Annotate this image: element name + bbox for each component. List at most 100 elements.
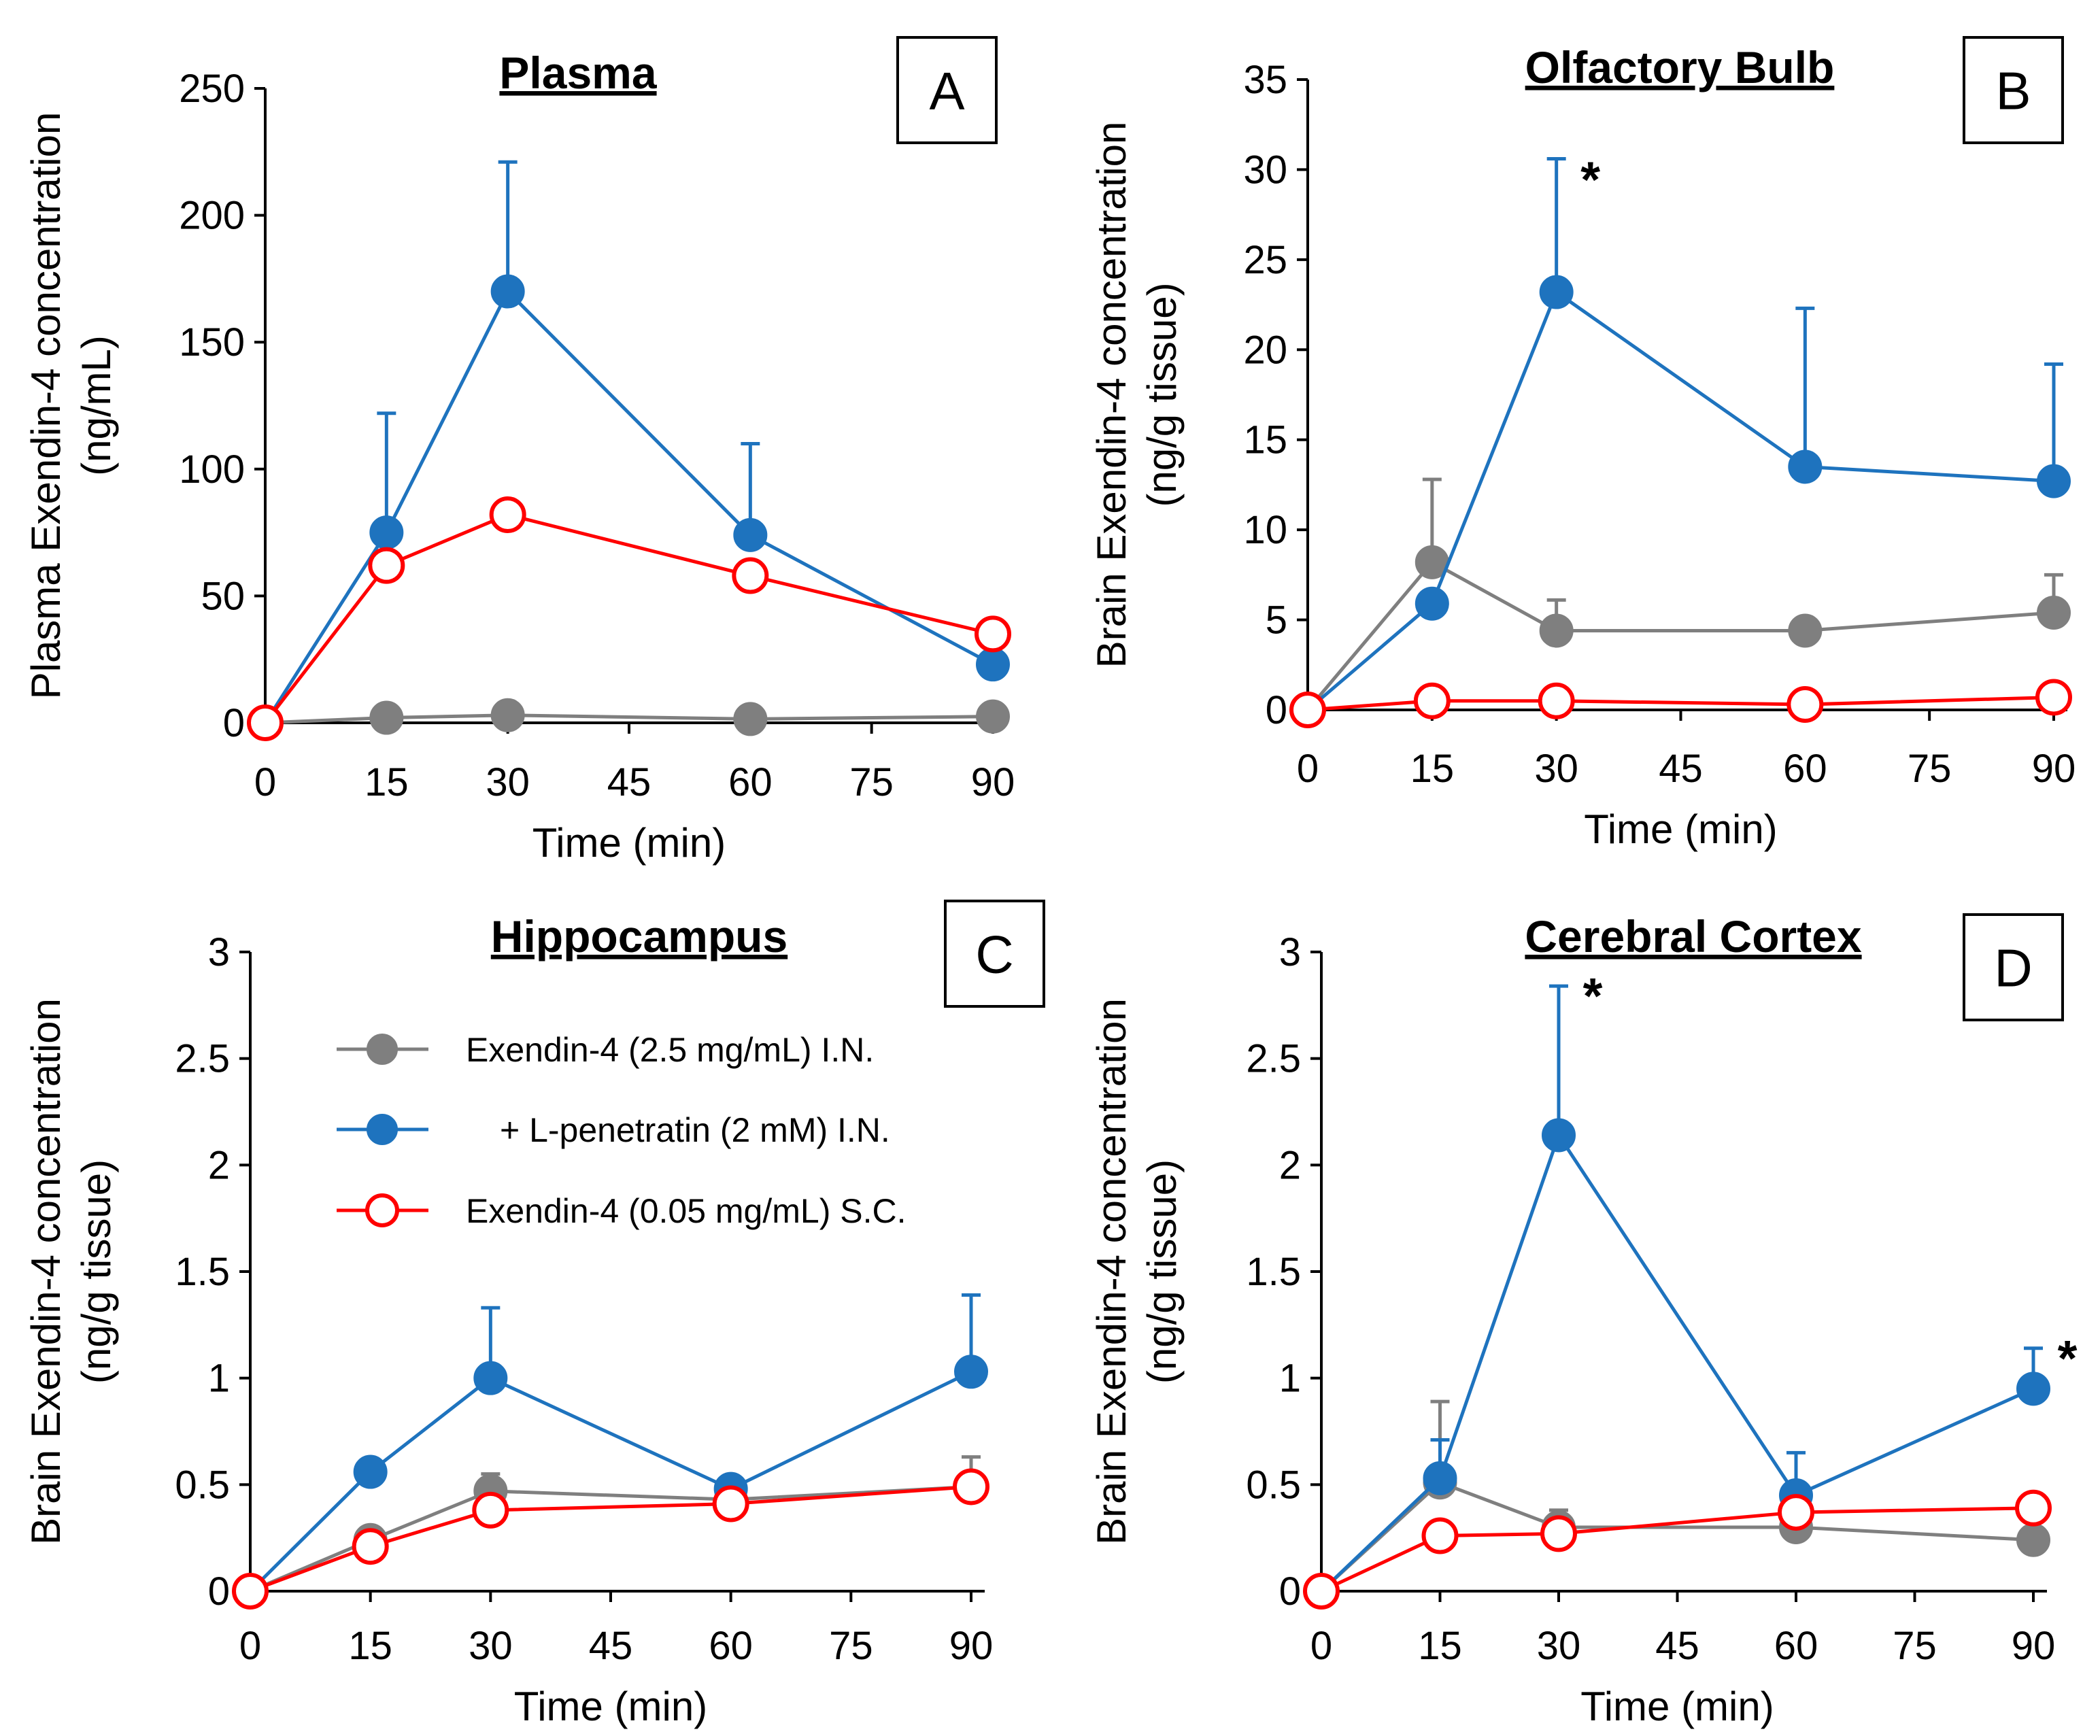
y-tick-label: 20 (1243, 328, 1287, 372)
data-point (954, 1355, 988, 1389)
data-point (2035, 679, 2072, 716)
legend-label: + L-penetratin (2 mM) I.N. (500, 1111, 890, 1149)
x-tick-label: 75 (829, 1624, 873, 1668)
y-tick-label: 0 (1266, 688, 1287, 732)
x-tick-label: 15 (365, 760, 409, 804)
x-tick-label: 75 (849, 760, 894, 804)
data-point (733, 702, 768, 736)
panel-title: Plasma (499, 48, 657, 98)
series-red (1289, 679, 2072, 728)
panel-letter-box (896, 36, 998, 144)
significance-star: * (1583, 968, 1603, 1024)
x-tick-label: 90 (2032, 747, 2076, 791)
y-tick-label: 1 (1279, 1357, 1301, 1401)
series-blue (233, 1293, 988, 1608)
y-axis-label-line-1: Brain Exendin-4 concentration (23, 998, 69, 1545)
x-axis-label: Time (min) (532, 820, 726, 866)
series-gray (1291, 477, 2071, 727)
data-point (1540, 1515, 1577, 1552)
data-point (1786, 686, 1824, 724)
y-tick-label: 250 (179, 67, 245, 111)
data-point (712, 1485, 749, 1522)
y-tick-label: 5 (1266, 598, 1287, 643)
legend-label: Exendin-4 (0.05 mg/mL) S.C. (466, 1192, 907, 1230)
legend: Exendin-4 (2.5 mg/mL) I.N. + L-penetratin… (337, 1031, 907, 1230)
data-point (1421, 1517, 1459, 1554)
y-tick-label: 3 (208, 930, 230, 974)
y-tick-label: 0 (208, 1569, 230, 1614)
y-tick-label: 0 (223, 701, 245, 745)
y-tick-label: 2.5 (175, 1037, 230, 1081)
y-axis-label-line-2: (ng/mL) (73, 335, 119, 476)
data-point (490, 698, 525, 732)
panel-letter-box (1963, 913, 2064, 1021)
y-tick-label: 2 (1279, 1143, 1301, 1187)
series-red (247, 496, 1011, 741)
x-tick-label: 15 (1418, 1624, 1462, 1668)
x-tick-label: 75 (1908, 747, 1952, 791)
y-tick-label: 200 (179, 194, 245, 238)
data-point (352, 1528, 389, 1565)
x-tick-label: 30 (1534, 747, 1578, 791)
x-tick-label: 60 (709, 1624, 753, 1668)
legend-swatch-marker (367, 1034, 398, 1065)
data-point (369, 515, 404, 550)
data-point (733, 517, 768, 552)
y-tick-label: 30 (1243, 148, 1287, 192)
y-tick-label: 15 (1243, 418, 1287, 462)
data-point (369, 700, 404, 735)
y-axis-label-line-1: Plasma Exendin-4 concentration (23, 112, 69, 700)
x-tick-label: 45 (1659, 747, 1703, 791)
y-tick-label: 0 (1279, 1569, 1301, 1614)
data-point (490, 274, 525, 309)
significance-star: * (1580, 151, 1600, 207)
y-tick-label: 100 (179, 447, 245, 492)
y-tick-label: 1 (208, 1357, 230, 1401)
legend-swatch-marker (365, 1193, 399, 1227)
series-red (1303, 1489, 2052, 1610)
series-line (263, 288, 994, 724)
data-point (976, 647, 1010, 682)
y-tick-label: 50 (201, 574, 245, 618)
data-point (2016, 1522, 2050, 1557)
x-tick-label: 0 (239, 1624, 261, 1668)
data-point (472, 1491, 509, 1529)
panel-letter: D (1994, 938, 2032, 998)
legend-swatch-marker (367, 1114, 398, 1145)
series-red (232, 1468, 989, 1610)
panel-letter: C (975, 925, 1013, 985)
panel-letter-box (944, 900, 1045, 1008)
panel-b: 0 5 10 15 20 25 30 35 0 15 30 45 60 75 90 Time (min) Bra… (1089, 36, 2076, 852)
series-gray (233, 1455, 988, 1608)
y-tick-label: 35 (1243, 58, 1287, 102)
data-point (1423, 1461, 1457, 1495)
data-point (232, 1573, 269, 1610)
y-tick-label: 3 (1279, 930, 1301, 974)
legend-label: Exendin-4 (2.5 mg/mL) I.N. (466, 1031, 874, 1069)
series-line (264, 513, 994, 724)
data-point (368, 547, 405, 584)
x-axis-label: Time (min) (1584, 806, 1777, 852)
y-axis-label-line-2: (ng/g tissue) (73, 1159, 119, 1384)
data-point (2015, 1489, 2052, 1527)
data-point (247, 704, 284, 741)
data-point (2016, 1372, 2050, 1406)
data-point (1415, 586, 1449, 621)
data-point (976, 699, 1010, 734)
x-tick-label: 15 (348, 1624, 392, 1668)
y-axis-label-line-2: (ng/g tissue) (1139, 1159, 1185, 1384)
data-point (473, 1361, 508, 1395)
y-axis-label-line-2: (ng/g tissue) (1139, 282, 1185, 507)
x-tick-label: 75 (1893, 1624, 1937, 1668)
panel-letter: A (929, 61, 964, 121)
data-point (1538, 682, 1575, 719)
significance-star: * (2058, 1330, 2078, 1386)
x-tick-label: 60 (728, 760, 773, 804)
x-tick-label: 0 (254, 760, 276, 804)
x-tick-label: 30 (1537, 1624, 1581, 1668)
y-tick-label: 1.5 (1246, 1250, 1301, 1294)
panel-letter-box (1963, 36, 2064, 144)
